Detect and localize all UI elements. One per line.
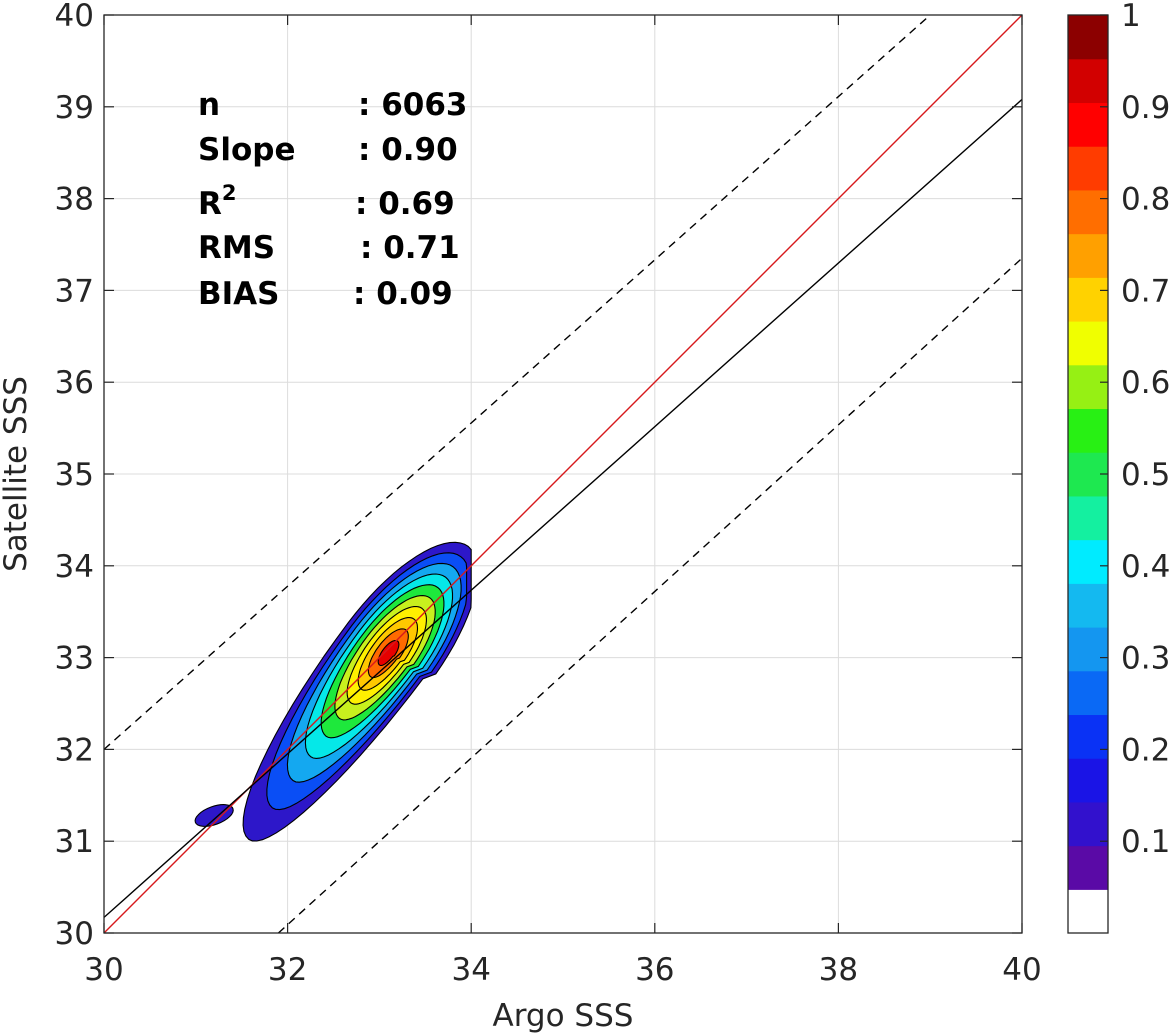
- colorbar: 0.1 0.2 0.3 0.4 0.5 0.6 0.7 0.8 0.9 1: [1067, 0, 1170, 934]
- colorbar-segment: [1068, 321, 1108, 366]
- y-tick-label: 31: [55, 824, 94, 860]
- statistics-annotation: n : 6063 Slope : 0.90 R2 : 0.69 RMS : 0.71 BIAS:…: [198, 87, 467, 312]
- colorbar-segment: [1068, 408, 1108, 453]
- colorbar-tick-label: 1: [1121, 0, 1141, 34]
- colorbar-tick-label: 0.8: [1121, 182, 1170, 218]
- stat-label: n: [198, 87, 220, 123]
- y-axis-title: Satellite SSS: [0, 376, 34, 572]
- colorbar-tick-label: 0.2: [1121, 732, 1170, 768]
- colorbar-tick-label: 0.3: [1121, 641, 1170, 677]
- colorbar-tick-label: 0.7: [1121, 273, 1170, 309]
- x-tick-label: 40: [1002, 952, 1041, 988]
- stat-label: RMS: [198, 230, 275, 266]
- stat-label: R2: [198, 181, 237, 222]
- line-one-to-one: [104, 15, 1022, 933]
- y-tick-labels: 30 31 32 33 34 35 36 37 38 39 40: [55, 0, 94, 952]
- colorbar-segment: [1068, 889, 1108, 934]
- y-tick-label: 32: [55, 732, 94, 768]
- colorbar-segment: [1068, 277, 1108, 322]
- stat-value: : 6063: [358, 87, 467, 123]
- colorbar-tick-label: 0.4: [1121, 549, 1170, 585]
- x-axis-title: Argo SSS: [493, 998, 634, 1034]
- colorbar-segment: [1068, 627, 1108, 672]
- colorbar-tick-label: 0.1: [1121, 824, 1170, 860]
- x-tick-labels: 30 32 34 36 38 40: [84, 952, 1041, 988]
- y-tick-label: 38: [55, 182, 94, 218]
- colorbar-segment: [1068, 758, 1108, 803]
- line-regression: [104, 98, 1022, 918]
- x-tick-label: 36: [635, 952, 674, 988]
- colorbar-segment: [1068, 801, 1108, 847]
- x-tick-label: 34: [451, 952, 490, 988]
- plot-frame: [103, 14, 1023, 934]
- colorbar-segment: [1068, 233, 1108, 278]
- y-tick-label: 40: [55, 0, 94, 34]
- x-tick-label: 30: [84, 952, 123, 988]
- y-tick-label: 37: [55, 273, 94, 309]
- x-tick-label: 32: [268, 952, 307, 988]
- colorbar-segment: [1068, 583, 1108, 628]
- colorbar-tick-label: 0.9: [1121, 90, 1170, 126]
- colorbar-segment: [1068, 714, 1108, 759]
- colorbar-segment: [1068, 58, 1108, 104]
- y-tick-label: 34: [55, 549, 94, 585]
- y-tick-label: 33: [55, 641, 94, 677]
- line-upper-bound: [104, 15, 931, 750]
- reference-lines: [104, 15, 1022, 933]
- stat-value: : 0.69: [355, 186, 455, 222]
- colorbar-tick-label: 0.5: [1121, 457, 1170, 493]
- stat-label: BIAS: [198, 276, 279, 312]
- colorbar-segment: [1068, 845, 1108, 890]
- x-tick-label: 38: [819, 952, 858, 988]
- colorbar-segment: [1068, 670, 1108, 716]
- density-contour-level: [377, 639, 400, 667]
- colorbar-segment: [1068, 189, 1108, 235]
- colorbar-segment: [1068, 15, 1108, 60]
- colorbar-segment: [1068, 539, 1108, 584]
- colorbar-segment: [1068, 102, 1108, 147]
- stat-value: : 0.09: [353, 276, 453, 312]
- stat-label: Slope: [198, 132, 295, 168]
- y-tick-label: 35: [55, 457, 94, 493]
- colorbar-segment: [1068, 146, 1108, 191]
- y-tick-label: 39: [55, 90, 94, 126]
- colorbar-segment: [1068, 364, 1108, 410]
- colorbar-segment: [1068, 495, 1108, 541]
- y-tick-label: 30: [55, 916, 94, 952]
- stat-value: : 0.71: [360, 230, 460, 266]
- colorbar-tick-label: 0.6: [1121, 365, 1170, 401]
- stat-value: : 0.90: [358, 132, 458, 168]
- y-tick-label: 36: [55, 365, 94, 401]
